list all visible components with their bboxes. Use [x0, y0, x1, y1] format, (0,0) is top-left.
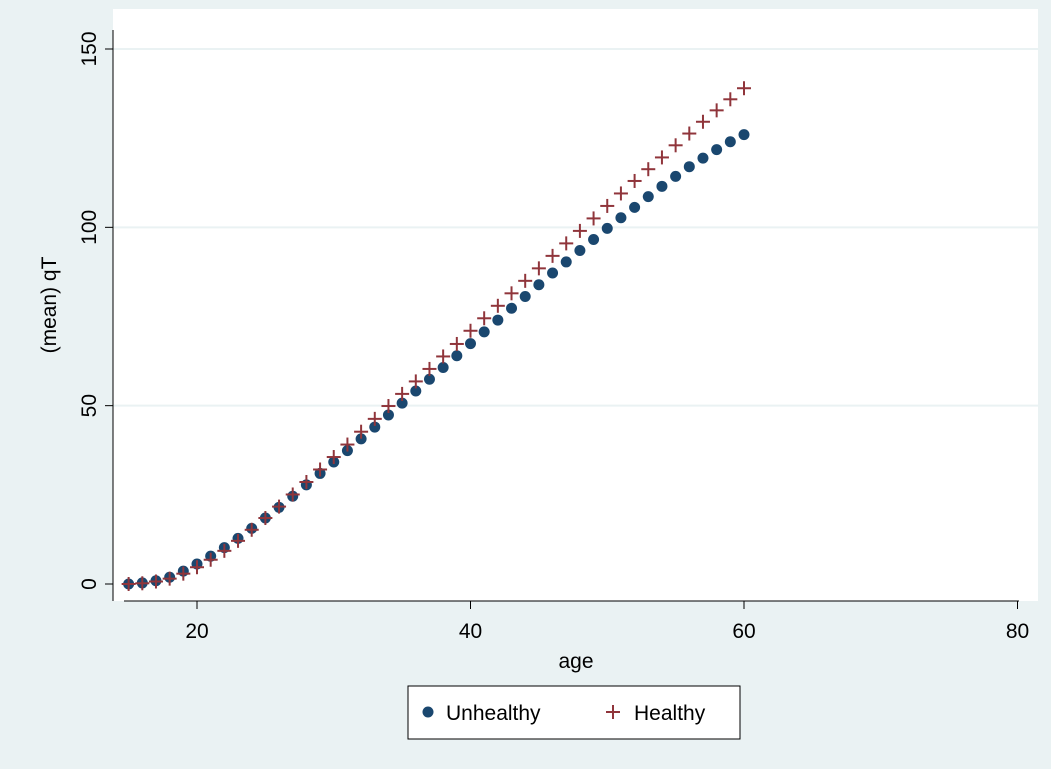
legend-label-unhealthy: Unhealthy: [446, 702, 541, 725]
point-healthy-25: [258, 511, 273, 526]
point-healthy-60: [737, 81, 751, 96]
grid-layer: [113, 48, 1038, 407]
point-healthy-20: [190, 560, 204, 575]
point-unhealthy-37: [423, 373, 435, 385]
point-healthy-53: [641, 162, 656, 177]
point-unhealthy-56: [683, 161, 695, 173]
point-unhealthy-35: [396, 397, 408, 409]
point-healthy-47: [559, 236, 574, 251]
x-tick-label-40: 40: [459, 620, 482, 643]
point-healthy-27: [285, 487, 300, 502]
point-unhealthy-53: [642, 191, 654, 203]
point-unhealthy-38: [437, 362, 449, 374]
point-healthy-55: [668, 138, 683, 153]
point-unhealthy-51: [615, 212, 627, 224]
legend-box: [407, 685, 741, 740]
point-unhealthy-45: [533, 279, 545, 291]
point-unhealthy-54: [656, 180, 668, 192]
point-unhealthy-58: [711, 144, 723, 156]
marks-layer: [121, 81, 751, 591]
point-healthy-21: [203, 552, 218, 567]
point-unhealthy-42: [492, 314, 504, 326]
point-healthy-31: [340, 437, 355, 452]
point-healthy-44: [518, 273, 533, 288]
point-unhealthy-49: [588, 233, 600, 245]
point-unhealthy-59: [724, 136, 736, 148]
point-unhealthy-41: [478, 326, 490, 338]
point-healthy-26: [272, 499, 287, 514]
point-healthy-23: [231, 533, 246, 548]
point-healthy-28: [299, 474, 314, 489]
y-axis-label: (mean) qT: [38, 256, 61, 353]
legend: Unhealthy Healthy: [407, 685, 741, 740]
point-healthy-41: [477, 311, 492, 326]
point-healthy-16: [135, 576, 150, 591]
point-healthy-58: [709, 103, 724, 118]
point-unhealthy-39: [451, 350, 463, 362]
point-healthy-49: [586, 211, 601, 226]
y-tick-label-150: 150: [78, 31, 101, 66]
y-tick-label-0: 0: [78, 578, 101, 590]
point-unhealthy-60: [738, 129, 750, 141]
x-tick-label-20: 20: [185, 620, 208, 643]
point-healthy-32: [354, 424, 369, 439]
point-healthy-29: [313, 462, 328, 477]
x-axis-label: age: [558, 650, 593, 673]
point-healthy-56: [682, 126, 697, 141]
plot-area: [113, 9, 1038, 601]
point-unhealthy-52: [629, 201, 641, 213]
point-healthy-59: [723, 92, 738, 107]
point-healthy-40: [463, 323, 478, 338]
point-healthy-48: [572, 223, 587, 238]
point-unhealthy-47: [560, 256, 572, 268]
y-tick-label-50: 50: [78, 394, 101, 417]
tick-layer: 0 50 100 150 20 40 60 80: [78, 31, 1029, 643]
point-unhealthy-33: [369, 421, 381, 433]
point-healthy-57: [695, 114, 710, 129]
point-healthy-33: [367, 411, 382, 426]
point-healthy-45: [531, 261, 546, 276]
point-unhealthy-50: [601, 222, 613, 234]
point-healthy-51: [613, 186, 628, 201]
x-tick-label-60: 60: [732, 620, 755, 643]
legend-label-healthy: Healthy: [634, 702, 706, 725]
point-healthy-17: [148, 574, 163, 589]
point-healthy-43: [504, 286, 519, 301]
point-healthy-24: [244, 522, 259, 537]
point-unhealthy-34: [382, 409, 394, 421]
point-unhealthy-43: [506, 302, 518, 314]
point-healthy-42: [490, 298, 505, 313]
point-healthy-50: [600, 198, 615, 213]
point-healthy-46: [545, 248, 560, 263]
point-unhealthy-36: [410, 385, 422, 397]
legend-marker-healthy: [606, 705, 620, 719]
point-healthy-15: [121, 577, 136, 591]
point-healthy-22: [217, 543, 232, 558]
point-healthy-18: [162, 571, 177, 586]
legend-marker-unhealthy: [422, 706, 434, 718]
point-unhealthy-48: [574, 245, 586, 257]
point-unhealthy-32: [355, 433, 367, 445]
point-healthy-30: [326, 450, 341, 465]
x-tick-label-80: 80: [1006, 620, 1029, 643]
point-unhealthy-55: [670, 170, 682, 182]
point-unhealthy-44: [519, 291, 531, 303]
point-healthy-52: [627, 173, 642, 188]
point-healthy-38: [436, 349, 451, 364]
point-healthy-36: [408, 374, 423, 389]
point-healthy-39: [449, 336, 464, 351]
point-unhealthy-46: [547, 267, 559, 279]
y-tick-label-100: 100: [78, 210, 101, 245]
point-healthy-19: [176, 566, 191, 581]
point-healthy-35: [395, 386, 410, 401]
point-healthy-37: [422, 361, 437, 376]
point-unhealthy-57: [697, 152, 709, 164]
point-unhealthy-40: [465, 338, 476, 350]
point-healthy-54: [654, 150, 669, 165]
point-healthy-34: [381, 399, 396, 414]
